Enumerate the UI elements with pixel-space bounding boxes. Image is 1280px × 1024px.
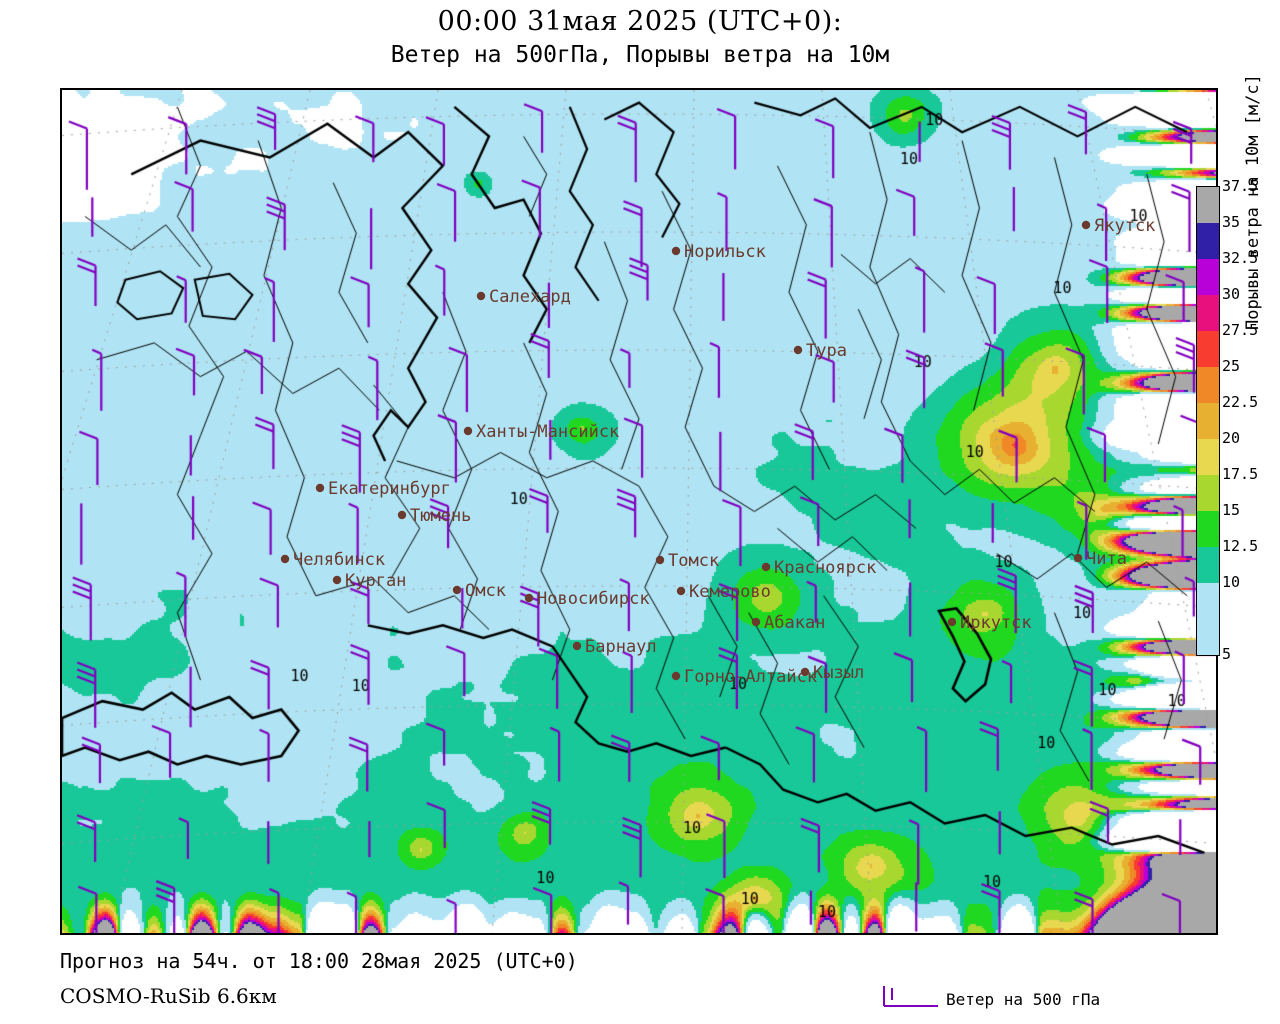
city-label: Екатеринбург	[328, 479, 451, 499]
city-marker	[793, 345, 803, 355]
city-marker	[800, 667, 810, 677]
colorbar-band	[1197, 439, 1219, 475]
city-marker	[332, 575, 342, 585]
wind-barb-legend-label: Ветер на 500 гПа	[946, 990, 1101, 1009]
city-marker	[671, 246, 681, 256]
model-info-line: COSMO-RuSib 6.6км	[60, 984, 277, 1008]
city-label: Тюмень	[410, 506, 471, 526]
city-marker	[1081, 220, 1091, 230]
city-label: Красноярск	[774, 558, 876, 578]
colorbar-band	[1197, 511, 1219, 547]
colorbar-tick: 5	[1222, 645, 1232, 663]
city-marker	[655, 555, 665, 565]
city-label: Иркутск	[960, 613, 1032, 633]
colorbar-tick: 12.5	[1222, 537, 1259, 555]
weather-map-canvas	[62, 90, 1216, 933]
colorbar-band	[1197, 331, 1219, 367]
colorbar-tick: 20	[1222, 429, 1241, 447]
city-marker	[280, 554, 290, 564]
city-label: Челябинск	[293, 550, 385, 570]
colorbar-band	[1197, 583, 1219, 655]
colorbar-tick: 27.5	[1222, 321, 1259, 339]
city-label: Томск	[668, 551, 719, 571]
page-title-variables: Ветер на 500гПа, Порывы ветра на 10м	[390, 42, 890, 68]
city-label: Абакан	[764, 613, 825, 633]
city-label: Барнаул	[585, 637, 657, 657]
city-marker	[452, 585, 462, 595]
map-frame: Норильск Салехард Тура Якутск Ханты-Мансийск…	[60, 88, 1218, 935]
city-marker	[397, 510, 407, 520]
colorbar-tick: 37.5	[1222, 177, 1259, 195]
colorbar-swatches	[1196, 186, 1220, 656]
wind-barb-icon	[883, 986, 938, 1007]
colorbar-band	[1197, 187, 1219, 223]
city-marker	[476, 291, 486, 301]
colorbar-tick: 35	[1222, 213, 1241, 231]
city-marker	[572, 641, 582, 651]
city-label: Кемерово	[689, 582, 771, 602]
city-label: Кызыл	[813, 663, 864, 683]
city-label: Горно-Алтайск	[684, 667, 817, 687]
city-label: Салехард	[489, 287, 571, 307]
colorbar-tick: 10	[1222, 573, 1241, 591]
city-marker	[751, 617, 761, 627]
chart-title-block: 00:00 31мая 2025 (UTC+0): Ветер на 500гП…	[0, 6, 1280, 70]
city-label: Норильск	[684, 242, 766, 262]
colorbar-band	[1197, 475, 1219, 511]
city-marker	[524, 593, 534, 603]
colorbar-tick: 15	[1222, 501, 1241, 519]
city-label: Якутск	[1094, 216, 1155, 236]
colorbar-tick: 17.5	[1222, 465, 1259, 483]
city-label: Ханты-Мансийск	[476, 422, 619, 442]
city-label: Чита	[1086, 549, 1127, 569]
city-marker	[1073, 553, 1083, 563]
colorbar-tick: 22.5	[1222, 393, 1259, 411]
city-marker	[947, 617, 957, 627]
city-label: Омск	[465, 581, 506, 601]
city-marker	[761, 562, 771, 572]
city-label: Новосибирск	[537, 589, 650, 609]
colorbar-tick: 32.5	[1222, 249, 1259, 267]
map-overlay-layer: Норильск Салехард Тура Якутск Ханты-Мансийск…	[280, 216, 1155, 687]
page-title-datetime: 00:00 31мая 2025 (UTC+0):	[437, 6, 843, 37]
colorbar-band	[1197, 367, 1219, 403]
city-marker	[463, 426, 473, 436]
city-label: Тура	[806, 341, 847, 361]
colorbar-axis-title: Порывы ветра на 10м [м/с]	[1243, 74, 1263, 330]
city-marker	[676, 586, 686, 596]
colorbar-legend: 37.5 35 32.5 30 27.5 25 22.5 20 17.5 15 12.5 10 5	[1196, 179, 1280, 666]
colorbar-band	[1197, 295, 1219, 331]
colorbar-band	[1197, 403, 1219, 439]
city-marker	[671, 671, 681, 681]
city-marker	[315, 483, 325, 493]
colorbar-band	[1197, 223, 1219, 259]
colorbar-band	[1197, 547, 1219, 583]
colorbar-tick: 25	[1222, 357, 1241, 375]
colorbar-tick-labels: 37.5 35 32.5 30 27.5 25 22.5 20 17.5 15 12.5 10 5	[1222, 179, 1278, 662]
forecast-info-line: Прогноз на 54ч. от 18:00 28мая 2025 (UTC…	[60, 949, 578, 973]
colorbar-tick: 30	[1222, 285, 1241, 303]
colorbar-band	[1197, 259, 1219, 295]
city-label: Курган	[345, 571, 406, 591]
wind-barb-legend: Ветер на 500 гПа	[878, 982, 1278, 1016]
